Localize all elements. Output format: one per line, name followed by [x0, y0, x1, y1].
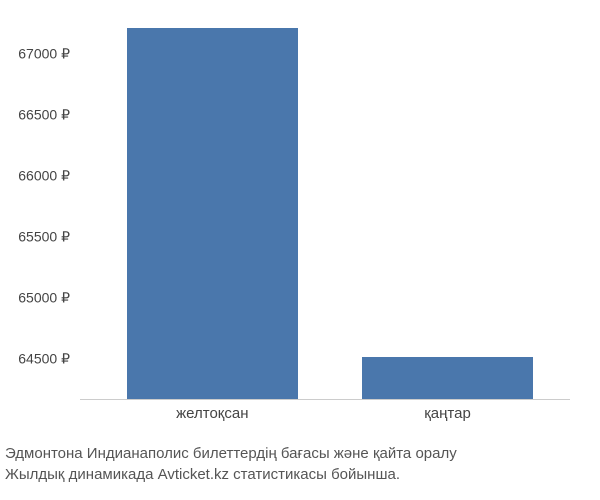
y-tick-label: 65000 ₽ — [18, 289, 70, 306]
bars-container — [80, 10, 570, 400]
y-axis: 64500 ₽ 65000 ₽ 65500 ₽ 66000 ₽ 66500 ₽ 67000… — [0, 10, 80, 400]
bar — [127, 28, 299, 400]
x-tick-label: желтоқсан — [176, 405, 248, 422]
caption-line-2: Жылдық динамикада Avticket.kz статистика… — [5, 464, 595, 485]
chart-caption: Эдмонтона Индианаполис билеттердің бағас… — [5, 443, 595, 485]
x-axis-labels: желтоқсан қаңтар — [80, 405, 570, 430]
chart-plot-area — [80, 10, 570, 400]
y-tick-label: 66500 ₽ — [18, 106, 70, 123]
x-axis-baseline — [80, 399, 570, 400]
y-tick-label: 67000 ₽ — [18, 45, 70, 62]
x-tick-label: қаңтар — [424, 405, 471, 422]
caption-line-1: Эдмонтона Индианаполис билеттердің бағас… — [5, 443, 595, 464]
y-tick-label: 65500 ₽ — [18, 228, 70, 245]
y-tick-label: 64500 ₽ — [18, 350, 70, 367]
y-tick-label: 67500 ₽ — [18, 0, 70, 2]
y-tick-label: 66000 ₽ — [18, 167, 70, 184]
bar — [362, 357, 534, 400]
